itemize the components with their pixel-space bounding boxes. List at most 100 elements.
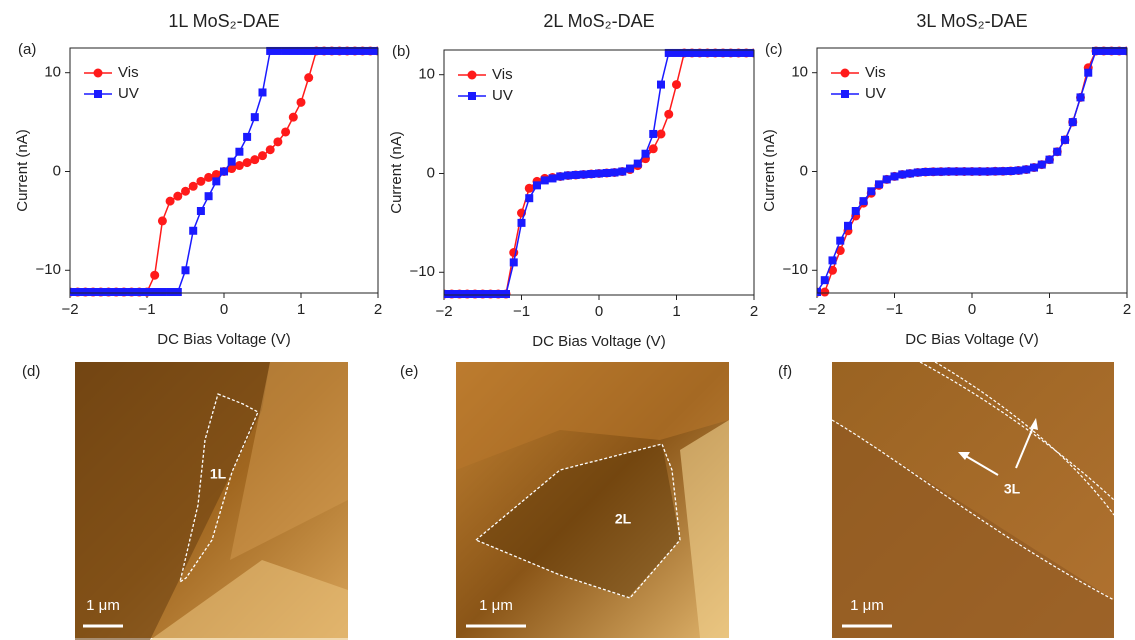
legend-label: Vis bbox=[118, 64, 139, 81]
marker bbox=[151, 288, 159, 296]
marker bbox=[243, 158, 252, 167]
figure: 1L MoS₂-DAE(a)DC Bias Voltage (V)Current… bbox=[0, 0, 1135, 640]
scale-bar-label: 1 μm bbox=[850, 597, 884, 614]
x-tick-label: 2 bbox=[374, 301, 382, 318]
x-tick-label: 1 bbox=[1045, 301, 1053, 318]
panel-label: (c) bbox=[765, 41, 783, 58]
marker bbox=[112, 288, 120, 296]
marker bbox=[549, 174, 557, 182]
marker bbox=[564, 171, 572, 179]
marker bbox=[649, 130, 657, 138]
marker bbox=[105, 288, 113, 296]
marker bbox=[937, 168, 945, 176]
x-tick-label: 0 bbox=[968, 301, 976, 318]
marker bbox=[580, 170, 588, 178]
marker bbox=[189, 182, 198, 191]
legend-marker bbox=[94, 69, 103, 78]
marker bbox=[1053, 148, 1061, 156]
legend-label: UV bbox=[492, 87, 513, 104]
marker bbox=[1038, 161, 1046, 169]
panel-label: (e) bbox=[400, 363, 418, 380]
marker bbox=[235, 148, 243, 156]
marker bbox=[448, 290, 456, 298]
marker bbox=[174, 288, 182, 296]
scale-bar-label: 1 μm bbox=[86, 597, 120, 614]
marker bbox=[297, 98, 306, 107]
legend-label: Vis bbox=[865, 64, 886, 81]
marker bbox=[1084, 69, 1092, 77]
marker bbox=[456, 290, 464, 298]
scale-bar-label: 1 μm bbox=[479, 597, 513, 614]
marker bbox=[266, 145, 275, 154]
legend-marker bbox=[94, 90, 102, 98]
marker bbox=[158, 216, 167, 225]
marker bbox=[968, 167, 976, 175]
y-tick-label: 10 bbox=[791, 64, 808, 81]
marker bbox=[150, 271, 159, 280]
marker bbox=[158, 288, 166, 296]
marker bbox=[875, 180, 883, 188]
panel-label: (f) bbox=[778, 363, 792, 380]
x-tick-label: −1 bbox=[886, 301, 903, 318]
marker bbox=[74, 288, 82, 296]
legend-marker bbox=[468, 92, 476, 100]
marker bbox=[556, 172, 564, 180]
layer-label: 3L bbox=[1004, 481, 1021, 497]
marker bbox=[243, 133, 251, 141]
legend-marker bbox=[468, 71, 477, 80]
marker bbox=[89, 288, 97, 296]
marker bbox=[922, 168, 930, 176]
marker bbox=[1077, 93, 1085, 101]
marker bbox=[525, 194, 533, 202]
marker bbox=[1015, 167, 1023, 175]
y-tick-label: −10 bbox=[783, 261, 808, 278]
marker bbox=[891, 172, 899, 180]
y-tick-label: 10 bbox=[44, 64, 61, 81]
x-tick-label: 1 bbox=[297, 301, 305, 318]
marker bbox=[479, 290, 487, 298]
marker bbox=[898, 170, 906, 178]
layer-label: 2L bbox=[615, 511, 632, 527]
marker bbox=[189, 227, 197, 235]
legend-marker bbox=[841, 90, 849, 98]
marker bbox=[836, 237, 844, 245]
chart-title: 1L MoS₂-DAE bbox=[168, 11, 279, 31]
marker bbox=[999, 167, 1007, 175]
marker bbox=[487, 290, 495, 298]
x-axis-label: DC Bias Voltage (V) bbox=[532, 333, 665, 350]
marker bbox=[821, 276, 829, 284]
x-tick-label: 2 bbox=[1123, 301, 1131, 318]
chart-title: 3L MoS₂-DAE bbox=[916, 11, 1027, 31]
marker bbox=[883, 175, 891, 183]
legend-marker bbox=[841, 69, 850, 78]
marker bbox=[197, 207, 205, 215]
x-axis-label: DC Bias Voltage (V) bbox=[157, 331, 290, 348]
layer-label: 1L bbox=[210, 466, 227, 482]
marker bbox=[1046, 156, 1054, 164]
y-tick-label: 0 bbox=[53, 162, 61, 179]
marker bbox=[626, 165, 634, 173]
y-axis-label: Current (nA) bbox=[14, 129, 31, 212]
marker bbox=[259, 88, 267, 96]
marker bbox=[945, 167, 953, 175]
marker bbox=[611, 169, 619, 177]
marker bbox=[657, 129, 666, 138]
marker bbox=[820, 288, 829, 297]
marker bbox=[953, 167, 961, 175]
y-axis-label: Current (nA) bbox=[388, 131, 405, 214]
marker bbox=[471, 290, 479, 298]
marker bbox=[212, 177, 220, 185]
x-axis-label: DC Bias Voltage (V) bbox=[905, 331, 1038, 348]
y-axis-label: Current (nA) bbox=[761, 129, 778, 212]
marker bbox=[976, 167, 984, 175]
x-tick-label: 2 bbox=[750, 303, 758, 320]
marker bbox=[657, 81, 665, 89]
marker bbox=[181, 187, 190, 196]
marker bbox=[984, 167, 992, 175]
marker bbox=[634, 160, 642, 168]
marker bbox=[595, 169, 603, 177]
marker bbox=[463, 290, 471, 298]
marker bbox=[166, 197, 175, 206]
panel-label: (d) bbox=[22, 363, 40, 380]
x-tick-label: 1 bbox=[672, 303, 680, 320]
